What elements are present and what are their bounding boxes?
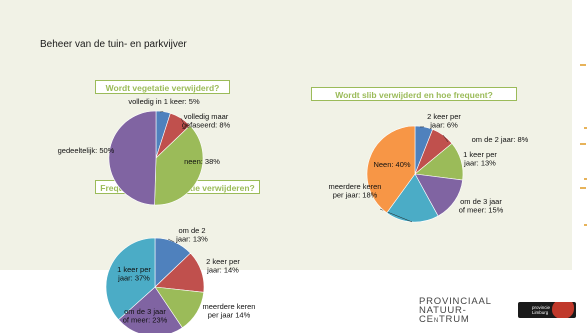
slice-label: meerdere keren per jaar 14% bbox=[203, 302, 256, 320]
decoration-line bbox=[580, 187, 586, 189]
logo-text-small: N bbox=[433, 318, 439, 324]
badge-line: Limburg bbox=[532, 310, 549, 315]
slice-label: om de 3 jaar of meer: 23% bbox=[123, 307, 168, 325]
pie-chart-2: 2 keer per jaar: 6% om de 2 jaar: 8% 1 keer… bbox=[329, 112, 529, 223]
slice-label: 1 keer per jaar: 13% bbox=[463, 150, 497, 168]
logo-text: CE bbox=[419, 314, 434, 325]
chart-title-vegetation-removed: Wordt vegetatie verwijderd? bbox=[95, 80, 230, 94]
slice-label: om de 2 jaar: 13% bbox=[175, 226, 208, 244]
pie-chart-1: volledig in 1 keer: 5% volledig maar gefas… bbox=[58, 97, 231, 206]
pie-slice bbox=[366, 125, 416, 214]
decoration-line bbox=[584, 224, 587, 226]
logo-text: TRUM bbox=[438, 314, 470, 325]
leader-line bbox=[167, 238, 175, 243]
leader-line bbox=[180, 118, 185, 125]
pie-slice bbox=[118, 286, 183, 333]
pie-slice bbox=[108, 110, 157, 206]
badge-line: provincie bbox=[532, 305, 551, 310]
leader-line bbox=[443, 135, 449, 143]
slice-label: volledig in 1 keer: 5% bbox=[128, 97, 200, 106]
natuurcentrum-logo: PROVINCIAAL NATUUR- CENTRUM bbox=[419, 297, 492, 326]
logo-line: CENTRUM bbox=[419, 315, 492, 326]
slice-label: om de 2 jaar: 8% bbox=[472, 135, 529, 144]
pie-slice bbox=[105, 237, 156, 321]
provincie-limburg-badge: provincie Limburg bbox=[518, 302, 576, 318]
slice-label: neen: 38% bbox=[184, 157, 220, 166]
badge-text: provincie Limburg bbox=[532, 305, 550, 315]
slice-label: 1 keer per jaar: 37% bbox=[117, 265, 151, 283]
chart-title-sludge-removed: Wordt slib verwijderd en hoe frequent? bbox=[311, 87, 517, 101]
slice-label: meerdere keren per jaar: 18% bbox=[329, 182, 382, 200]
slice-label: 2 keer per jaar: 6% bbox=[427, 112, 461, 130]
page-title: Beheer van de tuin- en parkvijver bbox=[40, 39, 187, 50]
pie-slice bbox=[154, 125, 204, 206]
logo-line: NATUUR- bbox=[419, 305, 467, 316]
decoration-line bbox=[580, 143, 586, 145]
decoration-line bbox=[584, 178, 587, 180]
limburg-emblem-icon bbox=[552, 302, 574, 318]
pie-chart-3: om de 2 jaar: 13% 2 keer per jaar: 14% meerd… bbox=[105, 226, 256, 333]
slice-label: Neen: 40% bbox=[373, 160, 410, 169]
decoration-line bbox=[584, 127, 587, 129]
slice-label: om de 3 jaar of meer: 15% bbox=[459, 197, 504, 215]
slice-label: gedeeltelijk: 50% bbox=[58, 146, 115, 155]
slice-label: 2 keer per jaar: 14% bbox=[206, 257, 240, 275]
slice-label: volledig maar gefaseerd: 8% bbox=[182, 112, 231, 130]
slide-panel bbox=[0, 0, 572, 270]
decoration-line bbox=[580, 64, 586, 66]
logo-line: PROVINCIAAL bbox=[419, 296, 492, 307]
